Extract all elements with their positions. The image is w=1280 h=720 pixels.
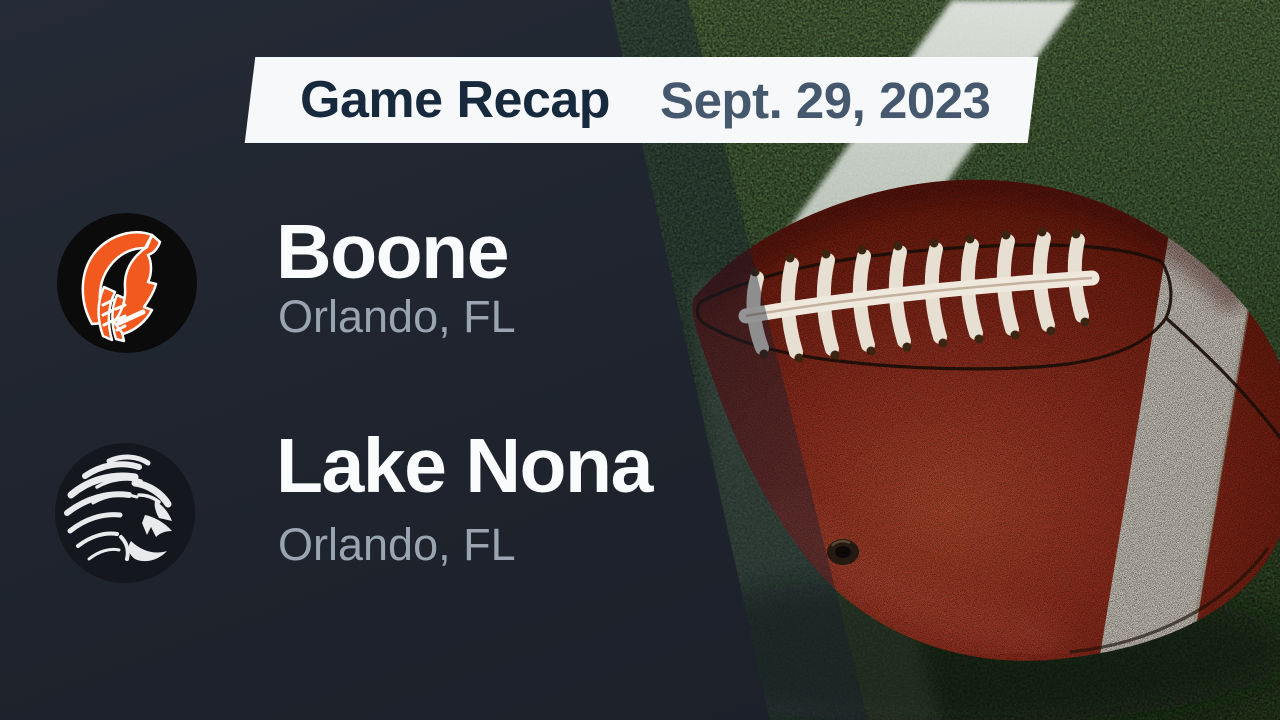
- team-name-boone: Boone: [276, 209, 510, 295]
- header-ribbon-content: Game Recap Sept. 29, 2023: [250, 57, 1033, 143]
- football: [692, 179, 1280, 661]
- lake-nona-lion-logo-icon: [55, 443, 195, 583]
- football-seams: [695, 243, 1280, 654]
- football-valve: [827, 539, 859, 565]
- boone-braves-logo-icon: [57, 213, 197, 353]
- game-date-label: Sept. 29, 2023: [660, 71, 991, 129]
- diagonal-overlay-strip: [610, 0, 868, 720]
- team-location-boone: Orlando, FL: [278, 291, 516, 342]
- page-title: Game Recap: [300, 71, 611, 129]
- header-ribbon: Game Recap Sept. 29, 2023: [244, 57, 1039, 143]
- team-location-lake-nona: Orlando, FL: [278, 519, 516, 570]
- football-laces: [738, 227, 1100, 363]
- team-name-lake-nona: Lake Nona: [276, 423, 653, 509]
